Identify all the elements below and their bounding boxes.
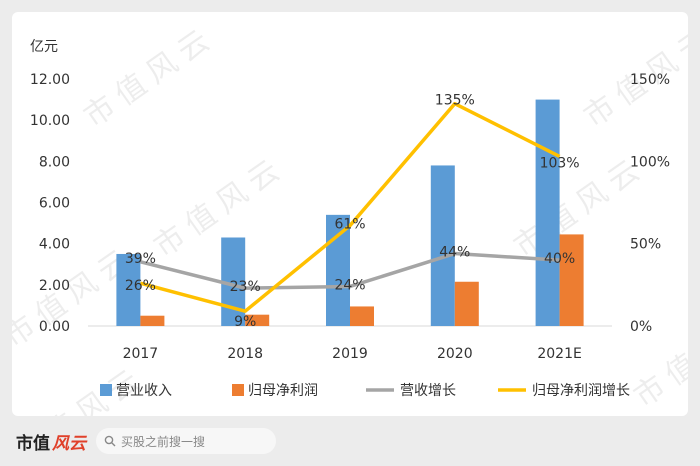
footer: 市值 风云 买股之前搜一搜: [0, 416, 700, 466]
y-left-tick-label: 10.00: [30, 113, 70, 129]
y-right-tick-label: 50%: [630, 237, 661, 253]
legend-label: 归母净利润增长: [532, 382, 630, 399]
search-input[interactable]: 买股之前搜一搜: [96, 428, 276, 454]
data-label-profit-growth: 135%: [435, 93, 475, 109]
search-placeholder: 买股之前搜一搜: [121, 434, 206, 449]
x-tick-label: 2017: [123, 346, 159, 362]
line-profit-growth: [139, 101, 561, 313]
legend-label: 营业收入: [116, 383, 172, 399]
y-left-tick-label: 6.00: [39, 196, 70, 212]
unit-label: 亿元: [30, 39, 58, 55]
data-label-revenue-growth: 44%: [439, 245, 470, 261]
y-left-tick-label: 12.00: [30, 72, 70, 88]
search-icon: [104, 435, 116, 447]
y-left-tick-label: 2.00: [39, 278, 70, 294]
bar-net-profit: [140, 315, 165, 326]
y-left-tick-label: 8.00: [39, 154, 70, 170]
data-label-profit-growth: 103%: [540, 155, 580, 171]
data-label-profit-growth: 26%: [125, 278, 156, 294]
data-label-revenue-growth: 23%: [230, 279, 261, 295]
data-label-revenue-growth: 39%: [125, 251, 156, 267]
x-tick-label: 2019: [332, 346, 368, 362]
bar-revenue: [430, 165, 455, 326]
logo-mark: 风云: [52, 433, 86, 454]
bar-net-profit: [454, 281, 479, 326]
data-label-profit-growth: 9%: [234, 314, 256, 330]
chart-card: 市值风云 市值风云 市值风云 市值风云 市值风云 市值风云 市值风云 亿元0.0…: [12, 12, 688, 416]
x-tick-label: 2021E: [537, 346, 581, 362]
y-right-tick-label: 100%: [630, 154, 670, 170]
legend-label: 归母净利润: [248, 382, 318, 399]
x-tick-label: 2020: [437, 346, 473, 362]
bar-revenue: [116, 253, 141, 326]
y-right-tick-label: 0%: [630, 319, 652, 335]
line-revenue-growth: [139, 251, 560, 290]
x-tick-label: 2018: [227, 346, 263, 362]
data-label-revenue-growth: 40%: [544, 251, 575, 267]
y-right-tick-label: 150%: [630, 72, 670, 88]
logo-text: 市值: [16, 433, 50, 454]
bar-net-profit: [350, 306, 374, 326]
y-left-tick-label: 0.00: [39, 319, 70, 335]
bar-net-profit: [559, 234, 584, 326]
data-label-revenue-growth: 24%: [334, 277, 365, 293]
bar-net-profit: [245, 314, 270, 326]
logo: 市值 风云: [16, 429, 86, 454]
legend-label: 营收增长: [400, 383, 456, 399]
legend-swatch: [100, 384, 112, 396]
y-left-tick-label: 4.00: [39, 237, 70, 253]
combo-chart: 亿元 0.00 2.00 4.00 6.00 8.00 10.00 12.00 0% 50% 100…: [30, 39, 670, 399]
data-label-profit-growth: 61%: [334, 217, 365, 233]
legend-swatch: [232, 384, 244, 396]
bar-revenue: [535, 99, 560, 326]
